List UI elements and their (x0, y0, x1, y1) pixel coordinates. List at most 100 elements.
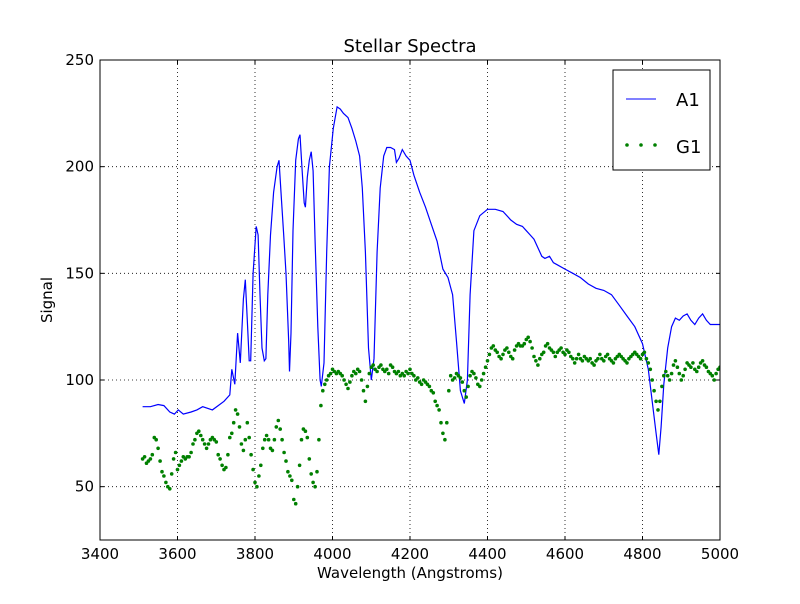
data-point-g1 (673, 359, 678, 363)
data-point-g1 (495, 350, 500, 355)
y-tick-label: 200 (65, 158, 94, 176)
data-point-g1 (671, 363, 676, 367)
data-point-g1 (189, 450, 193, 455)
data-point-g1 (441, 431, 445, 436)
data-point-g1 (307, 457, 312, 461)
data-point-g1 (266, 437, 271, 442)
data-point-g1 (239, 442, 244, 446)
data-point-g1 (173, 450, 178, 455)
data-point-g1 (665, 373, 670, 378)
data-point-g1 (588, 356, 592, 361)
y-tick-label: 250 (65, 51, 94, 69)
y-tick-label: 100 (65, 371, 94, 389)
data-point-g1 (293, 501, 298, 506)
data-point-g1 (324, 378, 329, 382)
x-tick-label: 3600 (158, 545, 196, 563)
data-point-g1 (253, 480, 257, 485)
data-point-g1 (499, 356, 503, 361)
data-point-g1 (177, 463, 182, 468)
data-point-g1 (479, 378, 484, 382)
data-point-g1 (206, 442, 211, 446)
data-point-g1 (563, 352, 567, 357)
data-point-g1 (644, 356, 649, 361)
data-point-g1 (683, 367, 687, 372)
data-point-g1 (262, 437, 267, 442)
data-point-g1 (510, 356, 515, 361)
data-point-g1 (652, 388, 656, 393)
x-tick-label: 4600 (546, 545, 584, 563)
data-point-g1 (175, 467, 180, 472)
data-point-g1 (311, 480, 315, 485)
data-point-g1 (667, 378, 672, 382)
data-point-g1 (237, 425, 242, 429)
data-point-g1 (551, 350, 556, 355)
data-point-g1 (315, 469, 319, 474)
data-point-g1 (371, 363, 376, 367)
data-point-g1 (390, 365, 395, 370)
data-point-g1 (305, 435, 310, 440)
data-point-g1 (408, 367, 412, 372)
legend-dot (625, 143, 629, 147)
data-point-g1 (452, 376, 457, 380)
data-point-g1 (447, 388, 451, 393)
data-point-g1 (251, 467, 255, 472)
y-tick-label: 150 (65, 264, 94, 282)
data-point-g1 (313, 484, 317, 489)
data-point-g1 (363, 399, 368, 404)
data-point-g1 (386, 371, 391, 376)
x-axis-label: Wavelength (Angstroms) (317, 564, 503, 582)
data-point-g1 (662, 373, 666, 378)
data-point-g1 (179, 459, 184, 463)
y-tick-label: 50 (75, 478, 94, 496)
data-point-g1 (448, 373, 453, 378)
data-point-g1 (696, 365, 701, 370)
data-point-g1 (272, 437, 277, 442)
data-point-g1 (187, 455, 191, 459)
data-point-g1 (197, 429, 201, 434)
data-point-g1 (354, 371, 358, 376)
data-point-g1 (576, 352, 581, 357)
data-point-g1 (625, 361, 629, 365)
data-point-g1 (443, 437, 447, 442)
data-point-g1 (483, 365, 488, 370)
data-point-g1 (474, 376, 478, 380)
x-tick-label: 5000 (701, 545, 739, 563)
data-point-g1 (571, 356, 575, 361)
data-point-g1 (538, 356, 542, 361)
data-point-g1 (416, 376, 420, 380)
data-point-g1 (290, 478, 294, 483)
data-point-g1 (650, 378, 654, 382)
data-point-g1 (154, 437, 158, 442)
data-point-g1 (340, 373, 345, 378)
data-point-g1 (435, 403, 439, 408)
data-point-g1 (241, 448, 246, 453)
series-points-g1 (140, 335, 720, 506)
data-point-g1 (402, 373, 407, 378)
data-point-g1 (276, 418, 281, 423)
data-point-g1 (235, 412, 240, 416)
data-point-g1 (478, 384, 482, 389)
data-point-g1 (431, 391, 436, 395)
data-point-g1 (218, 457, 222, 461)
data-point-g1 (700, 359, 705, 363)
data-point-g1 (323, 382, 327, 387)
data-point-g1 (507, 350, 511, 355)
data-point-g1 (375, 369, 379, 374)
data-point-g1 (481, 371, 486, 376)
data-point-g1 (611, 361, 616, 365)
data-point-g1 (359, 378, 364, 382)
data-point-g1 (534, 359, 538, 363)
data-point-g1 (278, 427, 283, 431)
data-point-g1 (150, 452, 155, 457)
data-point-g1 (704, 365, 709, 370)
data-point-g1 (365, 384, 370, 389)
data-point-g1 (199, 433, 203, 438)
data-point-g1 (437, 408, 441, 412)
data-point-g1 (598, 352, 602, 357)
data-point-g1 (691, 361, 695, 365)
data-point-g1 (346, 386, 350, 391)
data-point-g1 (299, 437, 304, 442)
data-point-g1 (168, 487, 172, 491)
data-point-g1 (572, 361, 577, 365)
data-point-g1 (530, 346, 534, 350)
